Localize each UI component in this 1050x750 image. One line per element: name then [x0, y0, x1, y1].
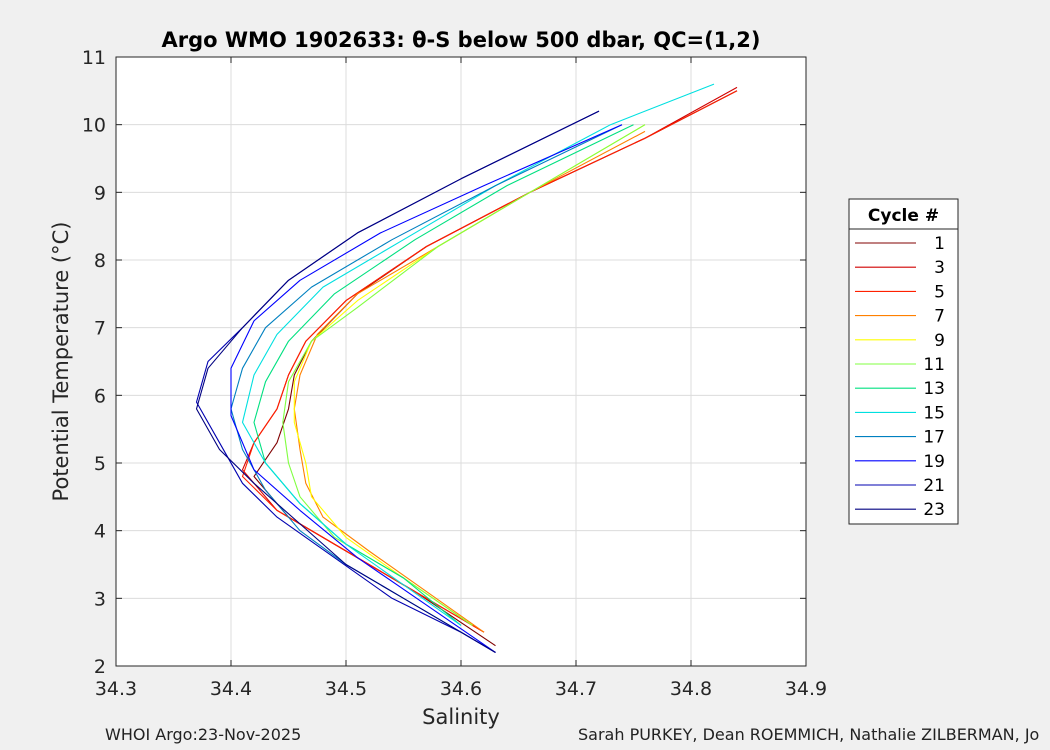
x-tick-label: 34.3: [95, 678, 137, 700]
x-tick-label: 34.4: [210, 678, 252, 700]
legend-label-cycle-5: 5: [934, 282, 945, 302]
series-line-cycle-19: [230, 124, 623, 653]
legend-label-cycle-1: 1: [934, 234, 945, 254]
x-tick-label: 34.8: [670, 678, 712, 700]
series-line-cycle-23: [195, 110, 600, 653]
legend-label-cycle-15: 15: [923, 403, 945, 423]
x-axis-label: Salinity: [422, 705, 500, 729]
legend-label-cycle-21: 21: [923, 476, 945, 496]
y-tick-label: 2: [94, 656, 106, 678]
chart-title: Argo WMO 1902633: θ-S below 500 dbar, QC…: [162, 28, 761, 52]
x-tick-label: 34.7: [555, 678, 597, 700]
series-line-cycle-5: [241, 90, 738, 633]
legend-box: [848, 198, 959, 525]
y-tick-label: 6: [94, 385, 106, 407]
legend-label-cycle-9: 9: [934, 331, 945, 351]
x-tick-label: 34.9: [785, 678, 827, 700]
footer-credit-left: WHOI Argo:23-Nov-2025: [105, 725, 302, 744]
y-tick-label: 10: [82, 115, 106, 137]
data-lines: [195, 83, 738, 653]
legend-label-cycle-7: 7: [934, 307, 945, 327]
y-tick-label: 8: [94, 250, 106, 272]
legend-label-cycle-19: 19: [923, 452, 945, 472]
legend-label-cycle-23: 23: [923, 500, 945, 520]
y-tick-label: 3: [94, 588, 106, 610]
y-tick-label: 11: [82, 47, 106, 69]
legend-label-cycle-11: 11: [923, 355, 945, 375]
x-tick-label: 34.5: [325, 678, 367, 700]
footer-credit-right: Sarah PURKEY, Dean ROEMMICH, Nathalie ZI…: [578, 725, 1040, 744]
legend-title: Cycle #: [868, 206, 939, 226]
axis-ticks: 34.3 34.4 34.5 34.6 34.7 34.8 34.9 2 3 4 5 6 7 8 9 10 11: [82, 47, 827, 700]
y-axis-label: Potential Temperature (°C): [49, 222, 73, 502]
y-tick-label: 5: [94, 453, 106, 475]
y-tick-label: 4: [94, 521, 106, 543]
series-line-cycle-13: [253, 124, 634, 626]
y-tick-label: 9: [94, 182, 106, 204]
legend-label-cycle-17: 17: [923, 428, 945, 448]
x-tick-label: 34.6: [440, 678, 482, 700]
legend-label-cycle-13: 13: [923, 379, 945, 399]
y-tick-label: 7: [94, 318, 106, 340]
legend-label-cycle-3: 3: [934, 258, 945, 278]
